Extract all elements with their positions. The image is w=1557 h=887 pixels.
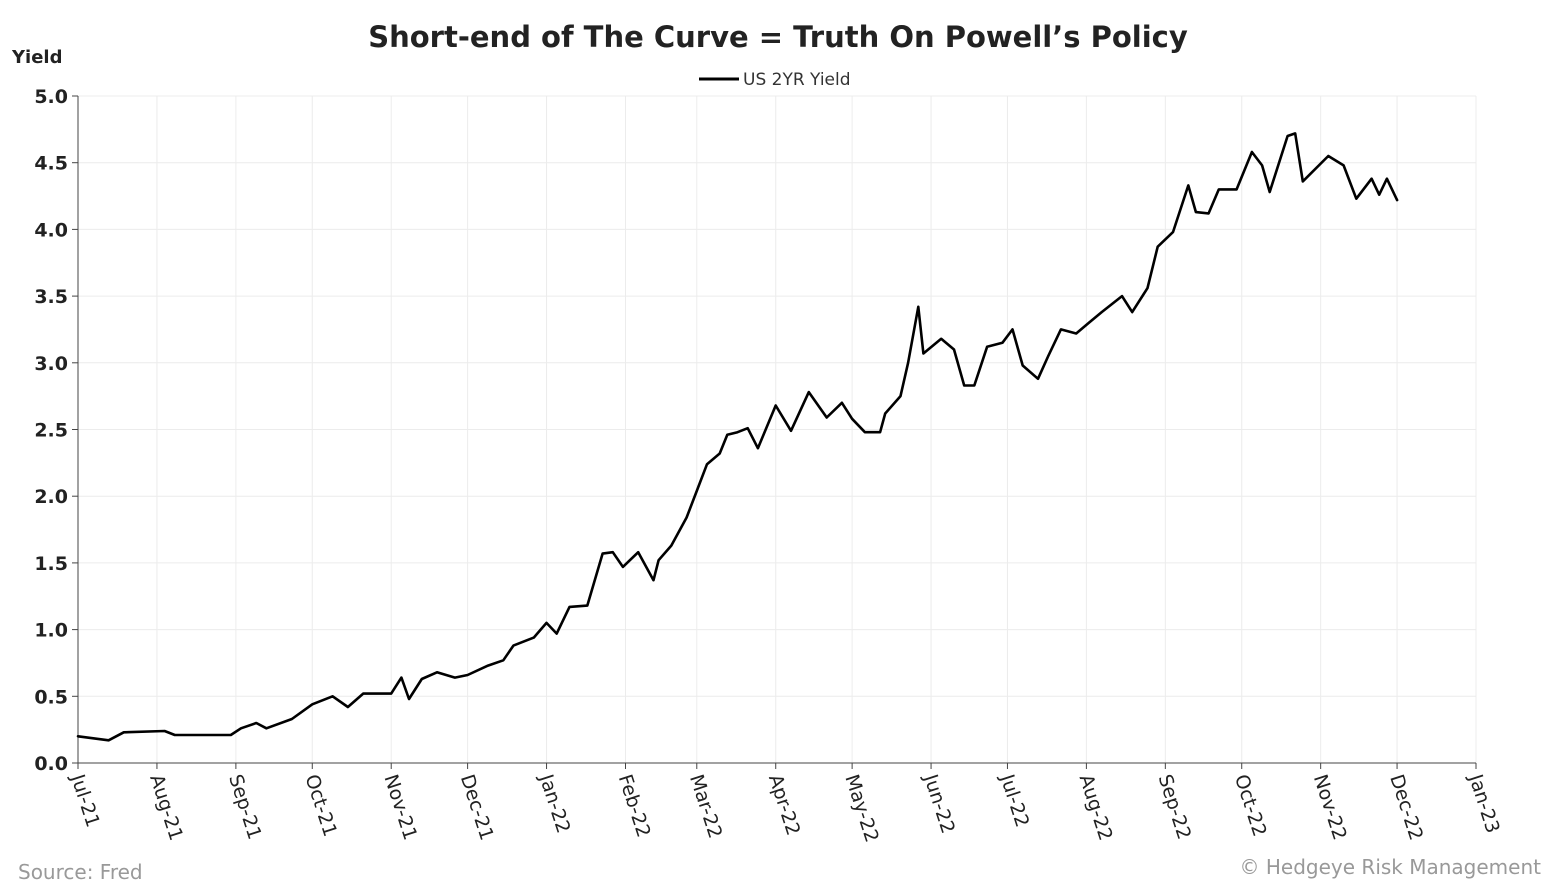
y-tick-label: 0.0 [34, 753, 68, 775]
y-axis-label: Yield [11, 47, 62, 68]
y-tick-label: 1.5 [34, 553, 68, 575]
y-tick-labels: 0.0 0.5 1.0 1.5 2.0 2.5 3.0 3.5 4.0 4.5 5.0 [34, 86, 68, 775]
x-tick-label: Jun-22 [919, 771, 959, 837]
x-tick-label: Oct-21 [301, 772, 342, 840]
x-tick-label: Jan-23 [1464, 771, 1504, 836]
series-lines [76, 132, 1399, 742]
y-tick-label: 3.0 [34, 353, 68, 375]
x-tick-label: Apr-22 [764, 772, 804, 838]
x-tick-label: Oct-22 [1230, 772, 1271, 840]
chart-title: Short-end of The Curve = Truth On Powell… [368, 20, 1188, 54]
axes [72, 95, 1477, 769]
y-tick-label: 4.0 [34, 219, 68, 241]
x-tick-label: Aug-22 [1075, 772, 1117, 844]
y-tick-label: 1.0 [34, 620, 68, 642]
x-tick-label: May-22 [840, 772, 883, 845]
series-line-us-2yr-yield [76, 132, 1399, 742]
grid [78, 95, 1477, 763]
legend: US 2YR Yield [699, 70, 851, 90]
x-tick-label: Jul-21 [66, 771, 104, 830]
y-tick-label: 3.5 [34, 286, 68, 308]
x-tick-label: Feb-22 [614, 772, 655, 840]
legend-label: US 2YR Yield [743, 70, 851, 90]
x-tick-label: Dec-22 [1385, 772, 1427, 843]
y-tick-label: 2.0 [34, 486, 68, 508]
x-tick-label: Jan-22 [534, 771, 574, 836]
x-tick-label: Jul-22 [995, 771, 1033, 830]
x-tick-label: Aug-21 [145, 772, 187, 844]
y-tick-label: 2.5 [34, 420, 68, 442]
x-tick-label: Sep-21 [224, 772, 266, 842]
y-tick-label: 5.0 [34, 86, 68, 108]
y-tick-label: 4.5 [34, 153, 68, 175]
x-tick-label: Dec-21 [456, 772, 498, 843]
credit-note: © Hedgeye Risk Management [1240, 855, 1542, 879]
source-note: Source: Fred [18, 860, 143, 884]
x-tick-label: Nov-21 [379, 772, 421, 843]
y-tick-label: 0.5 [34, 686, 68, 708]
x-tick-label: Mar-22 [685, 772, 726, 841]
x-tick-label: Sep-22 [1154, 772, 1196, 842]
x-tick-labels: Jul-21 Aug-21 Sep-21 Oct-21 Nov-21 Dec-21 Jan-… [66, 771, 1504, 845]
x-tick-label: Nov-22 [1309, 772, 1351, 843]
